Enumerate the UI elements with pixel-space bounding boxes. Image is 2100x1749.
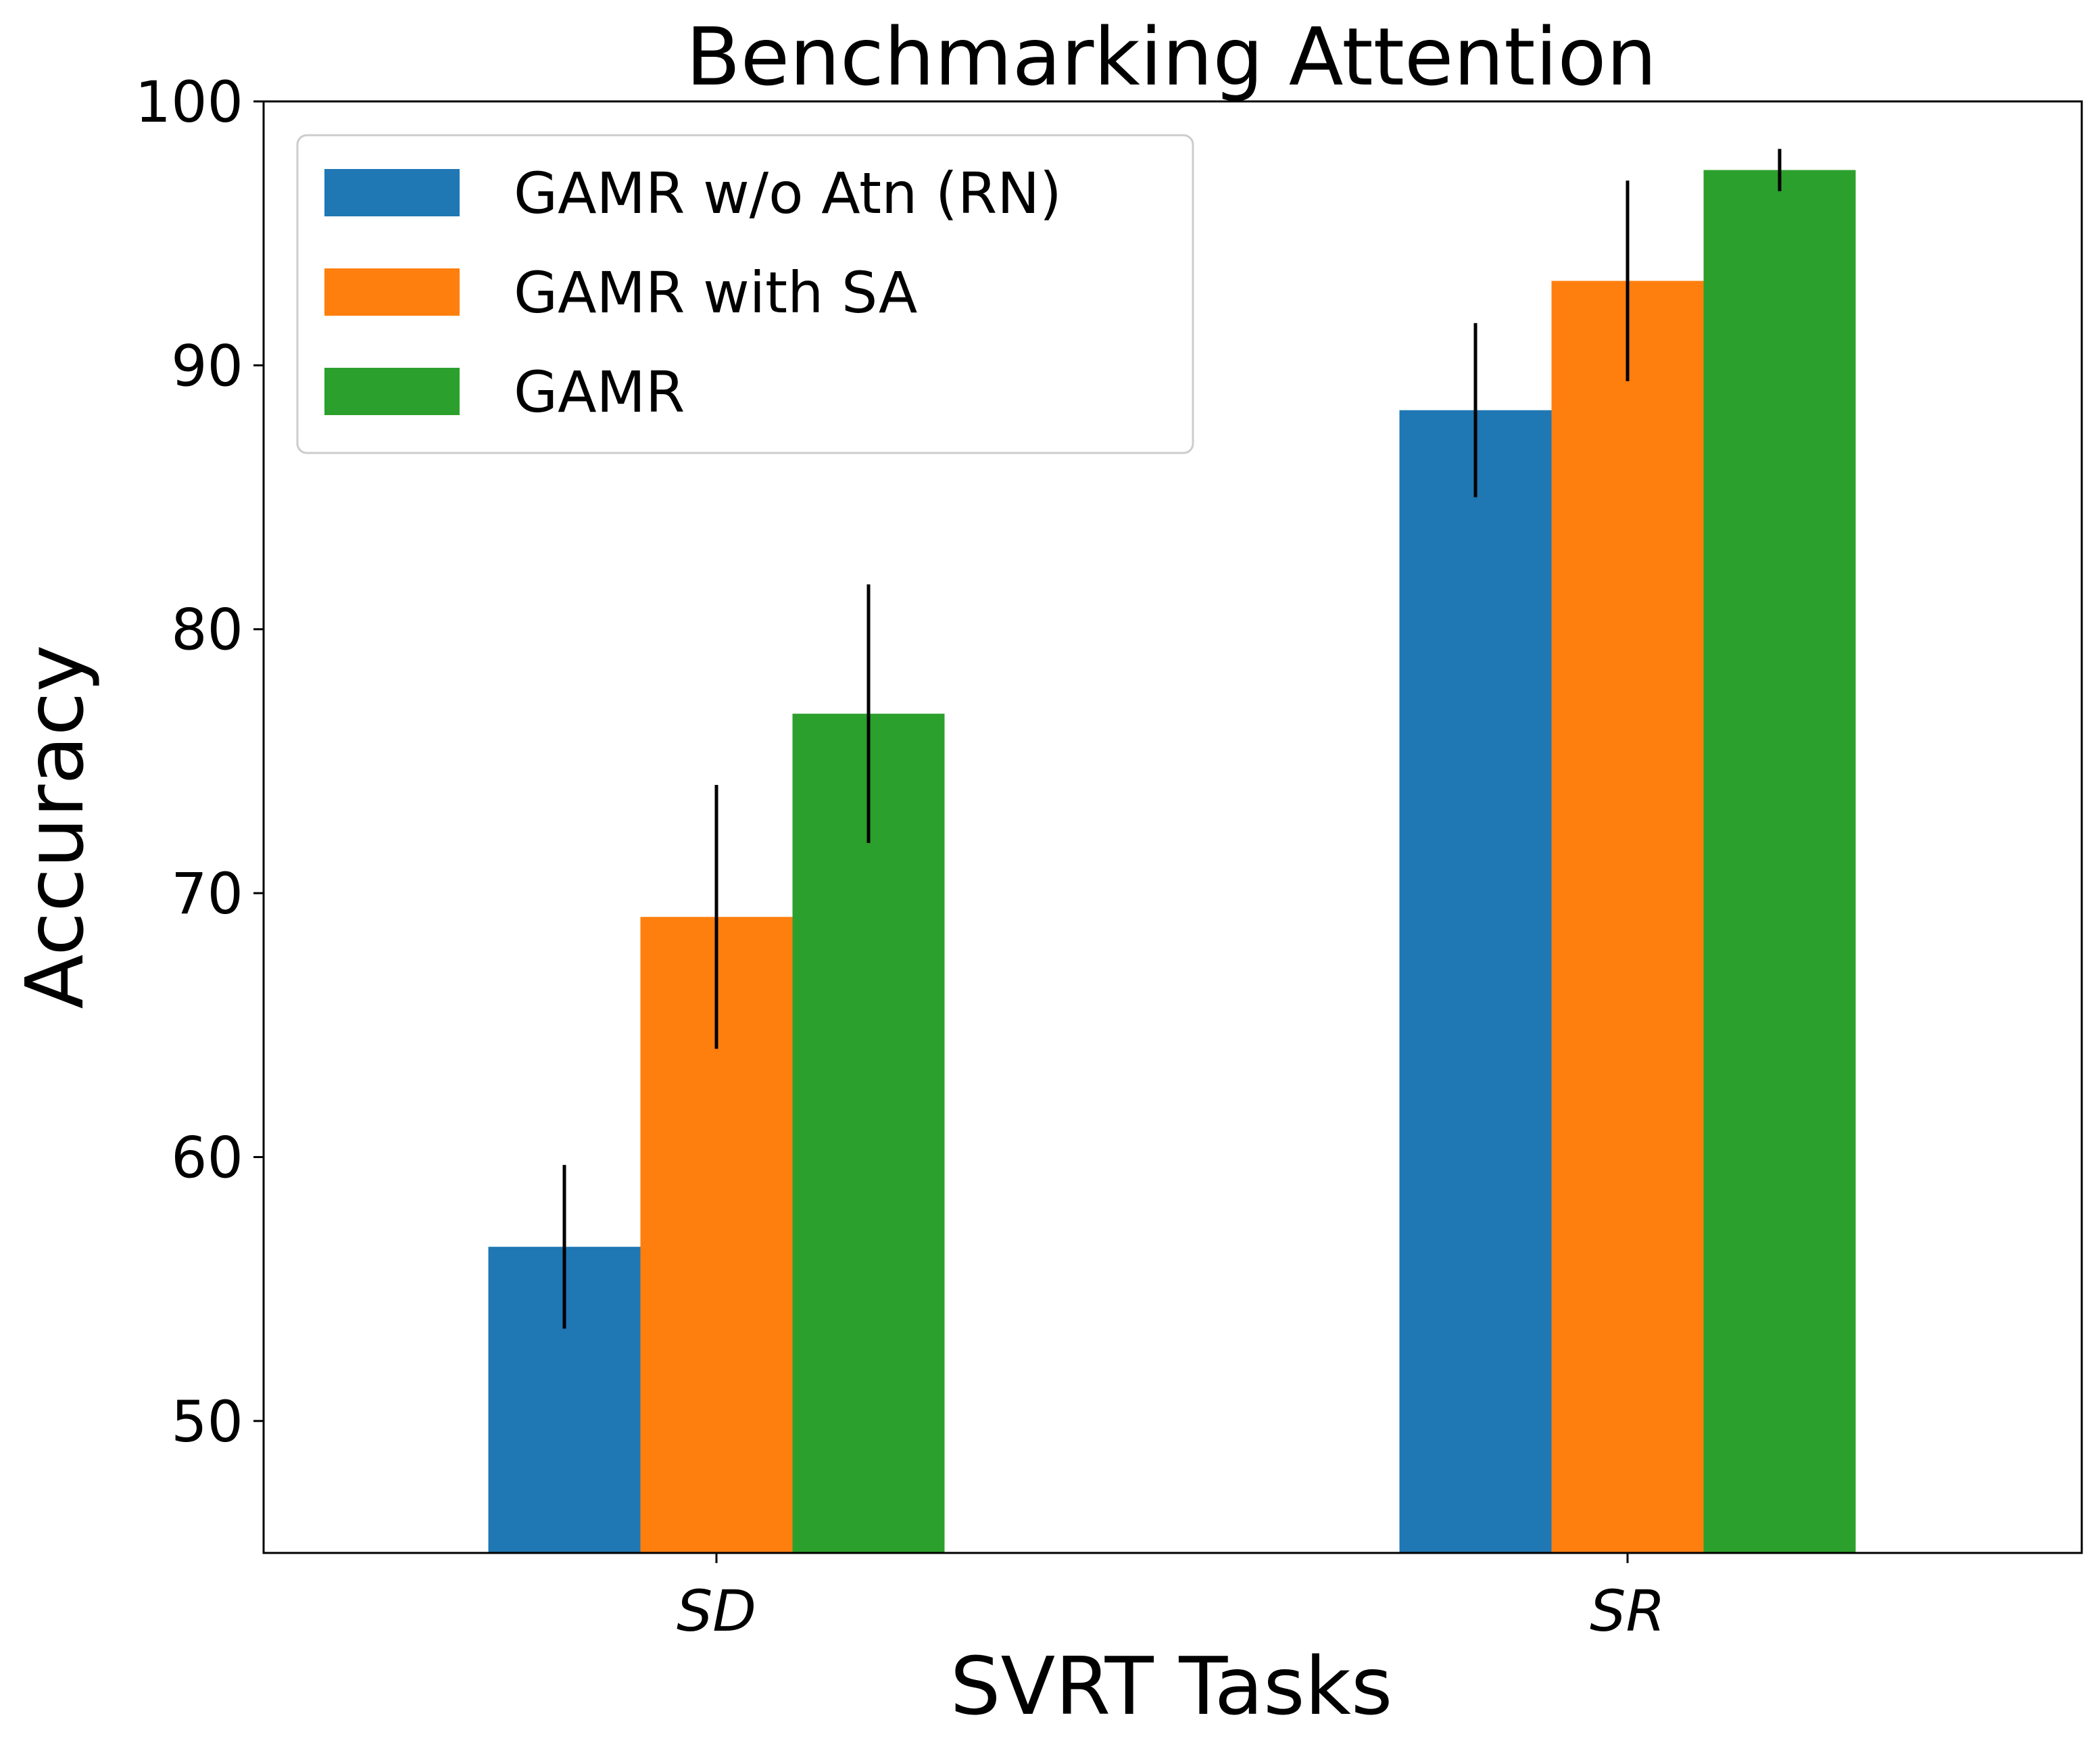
y-tick-label: 100 (135, 69, 243, 135)
legend-label: GAMR w/o Atn (RN) (514, 160, 1062, 226)
y-tick-label: 80 (171, 597, 243, 663)
legend-label: GAMR with SA (514, 260, 917, 326)
legend-box (296, 134, 1194, 454)
legend-label: GAMR (514, 359, 685, 425)
x-axis-label: SVRT Tasks (950, 1639, 1393, 1733)
y-axis: 50 60 70 80 90 100 (135, 69, 264, 1455)
y-tick-label: 70 (171, 861, 243, 927)
x-tick-label: SD (677, 1578, 756, 1644)
legend-swatch (324, 169, 460, 216)
bar-sr-series-1 (1551, 281, 1704, 1553)
y-tick-label: 60 (171, 1124, 243, 1191)
chart-title: Benchmarking Attention (686, 10, 1657, 103)
error-bars-group (562, 149, 1782, 1329)
bar-sr-series-0 (1399, 410, 1552, 1553)
bar-sd-series-2 (792, 713, 945, 1553)
legend: GAMR w/o Atn (RN) GAMR with SA GAMR (296, 134, 1194, 454)
x-axis: SD SR (677, 1553, 1665, 1644)
y-tick-label: 90 (171, 333, 243, 399)
legend-swatch (324, 368, 460, 415)
y-axis-label: Accuracy (8, 645, 101, 1009)
y-tick-label: 50 (171, 1389, 243, 1455)
plot-frame (262, 100, 2083, 1554)
bar-sr-series-2 (1703, 170, 1856, 1554)
legend-swatch (324, 268, 460, 316)
x-tick-label: SR (1590, 1578, 1665, 1644)
